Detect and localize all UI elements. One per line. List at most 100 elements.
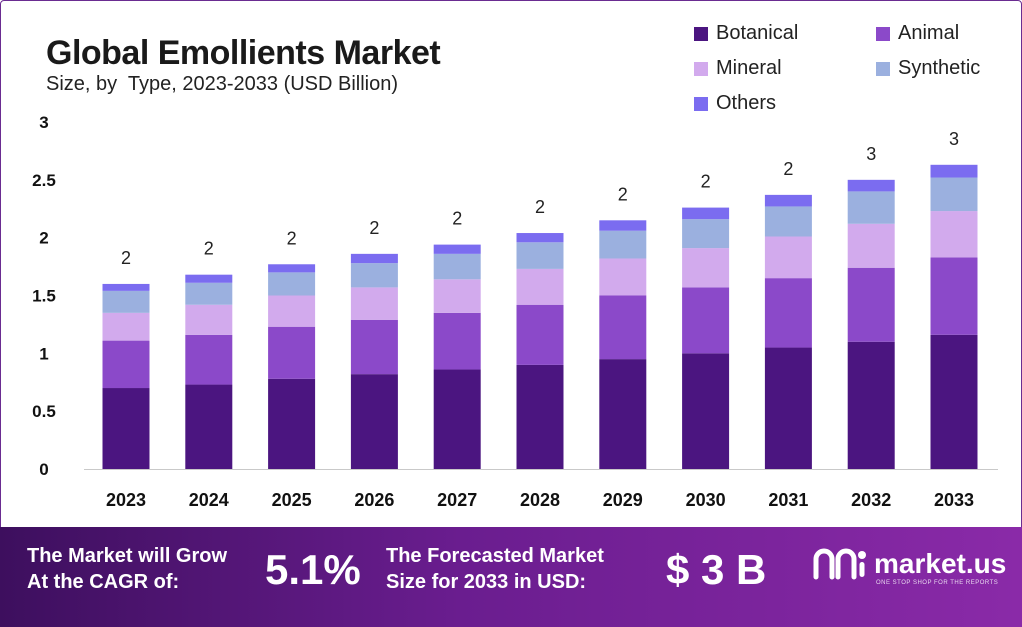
forecast-value: $ 3 B bbox=[666, 546, 767, 593]
bar-total-label: 2 bbox=[618, 184, 628, 204]
forecast-label-line1: The Forecasted Market bbox=[386, 545, 604, 567]
legend-swatch-mineral bbox=[694, 61, 708, 76]
market-us-logo-icon bbox=[813, 548, 866, 580]
bar-segment-others bbox=[185, 274, 233, 283]
bar-segment-others bbox=[930, 164, 978, 178]
legend-label-animal: Animal bbox=[898, 22, 960, 44]
x-tick-label: 2030 bbox=[686, 490, 726, 510]
bar-segment-botanical bbox=[268, 378, 316, 469]
bar-segment-botanical bbox=[764, 347, 812, 469]
x-tick-label: 2032 bbox=[851, 490, 891, 510]
y-tick-label: 1.5 bbox=[32, 287, 56, 306]
bar-total-label: 2 bbox=[701, 172, 711, 192]
bar-total-label: 2 bbox=[452, 209, 462, 229]
bar-segment-others bbox=[350, 253, 398, 264]
x-tick-label: 2025 bbox=[272, 490, 312, 510]
legend-swatch-animal bbox=[876, 26, 890, 41]
bar-segment-botanical bbox=[185, 384, 233, 469]
bar-segment-animal bbox=[516, 304, 564, 365]
bar-segment-animal bbox=[350, 319, 398, 375]
legend-label-synthetic: Synthetic bbox=[898, 57, 981, 79]
y-tick-label: 0.5 bbox=[32, 402, 56, 421]
bar-segment-synthetic bbox=[847, 191, 895, 224]
chart-title: Global Emollients Market bbox=[46, 34, 441, 72]
legend-swatch-botanical bbox=[694, 26, 708, 41]
bar-segment-synthetic bbox=[268, 272, 316, 296]
bar-total-label: 3 bbox=[866, 144, 876, 164]
cagr-label-line1: The Market will Grow bbox=[27, 545, 228, 567]
bar-segment-others bbox=[682, 207, 730, 220]
market-us-logo-text: market.us bbox=[874, 548, 1007, 579]
bar-segment-botanical bbox=[599, 359, 647, 469]
market-us-tagline: ONE STOP SHOP FOR THE REPORTS bbox=[876, 580, 999, 586]
bar-segment-mineral bbox=[433, 279, 481, 313]
legend-item-botanical: Botanical bbox=[694, 22, 798, 45]
bar-segment-botanical bbox=[102, 388, 150, 469]
bar-segment-botanical bbox=[682, 353, 730, 469]
legend-item-mineral: Mineral bbox=[694, 57, 782, 80]
bar-segment-mineral bbox=[847, 223, 895, 268]
bar-segment-botanical bbox=[930, 334, 978, 469]
bar-total-label: 3 bbox=[949, 129, 959, 149]
bar-segment-others bbox=[102, 283, 150, 291]
legend-item-synthetic: Synthetic bbox=[876, 57, 980, 80]
stacked-bar-chart: 0 0.5 1 1.5 2 2.5 3 2 2023 2 2024 2 2025 2 2026 2 2027 2 2… bbox=[32, 113, 998, 510]
bar-segment-botanical bbox=[516, 364, 564, 469]
y-tick-label: 2 bbox=[39, 229, 48, 248]
bar-segment-animal bbox=[847, 267, 895, 342]
bar-segment-mineral bbox=[185, 304, 233, 335]
bar-segment-mineral bbox=[682, 248, 730, 288]
x-tick-label: 2023 bbox=[106, 490, 146, 510]
x-tick-label: 2029 bbox=[603, 490, 643, 510]
bar-segment-animal bbox=[433, 312, 481, 370]
legend-swatch-synthetic bbox=[876, 61, 890, 76]
bar-segment-mineral bbox=[516, 268, 564, 305]
bar-segment-animal bbox=[102, 340, 150, 389]
bar-segment-synthetic bbox=[930, 177, 978, 212]
bar-segment-animal bbox=[599, 295, 647, 360]
bar-segment-animal bbox=[185, 334, 233, 385]
bar-segment-synthetic bbox=[516, 242, 564, 269]
y-tick-label: 2.5 bbox=[32, 171, 56, 190]
legend-item-others: Others bbox=[694, 92, 776, 115]
chart-legend: Botanical Animal Mineral Synthetic Other… bbox=[694, 22, 1014, 122]
y-tick-label: 3 bbox=[39, 113, 48, 132]
bar-segment-others bbox=[847, 179, 895, 192]
bar-segment-others bbox=[764, 194, 812, 207]
bar-segment-synthetic bbox=[185, 282, 233, 305]
bar-segment-others bbox=[516, 233, 564, 243]
legend-label-others: Others bbox=[716, 92, 777, 114]
market-us-logo: market.us bbox=[812, 547, 1006, 581]
bar-segment-botanical bbox=[433, 369, 481, 469]
bar-total-label: 2 bbox=[287, 228, 297, 248]
bar-segment-mineral bbox=[764, 236, 812, 279]
bar-segment-botanical bbox=[847, 341, 895, 469]
bar-total-label: 2 bbox=[121, 248, 131, 268]
cagr-value: 5.1% bbox=[265, 546, 361, 593]
bar-segment-synthetic bbox=[682, 219, 730, 249]
y-tick-label: 0 bbox=[39, 460, 48, 479]
bar-segment-mineral bbox=[102, 312, 150, 341]
bar-segment-synthetic bbox=[764, 206, 812, 237]
chart-subtitle: Size, by Type, 2023-2033 (USD Billion) bbox=[46, 73, 399, 95]
bar-total-label: 2 bbox=[369, 218, 379, 238]
bar-segment-others bbox=[599, 220, 647, 231]
x-tick-label: 2024 bbox=[189, 490, 229, 510]
bar-segment-mineral bbox=[599, 258, 647, 296]
bar-segment-synthetic bbox=[350, 263, 398, 288]
bar-segment-mineral bbox=[268, 295, 316, 327]
x-tick-label: 2027 bbox=[437, 490, 477, 510]
cagr-label-line2: At the CAGR of: bbox=[27, 571, 180, 593]
bar-segment-synthetic bbox=[433, 253, 481, 280]
x-tick-label: 2026 bbox=[354, 490, 394, 510]
bar-segment-botanical bbox=[350, 374, 398, 469]
bar-segment-others bbox=[433, 244, 481, 254]
bar-segment-mineral bbox=[930, 211, 978, 258]
bar-total-label: 2 bbox=[783, 159, 793, 179]
x-tick-label: 2033 bbox=[934, 490, 974, 510]
bar-segment-animal bbox=[930, 257, 978, 335]
bar-total-label: 2 bbox=[204, 239, 214, 259]
bar-total-label: 2 bbox=[535, 197, 545, 217]
legend-label-botanical: Botanical bbox=[716, 22, 799, 44]
bar-segment-animal bbox=[268, 326, 316, 379]
